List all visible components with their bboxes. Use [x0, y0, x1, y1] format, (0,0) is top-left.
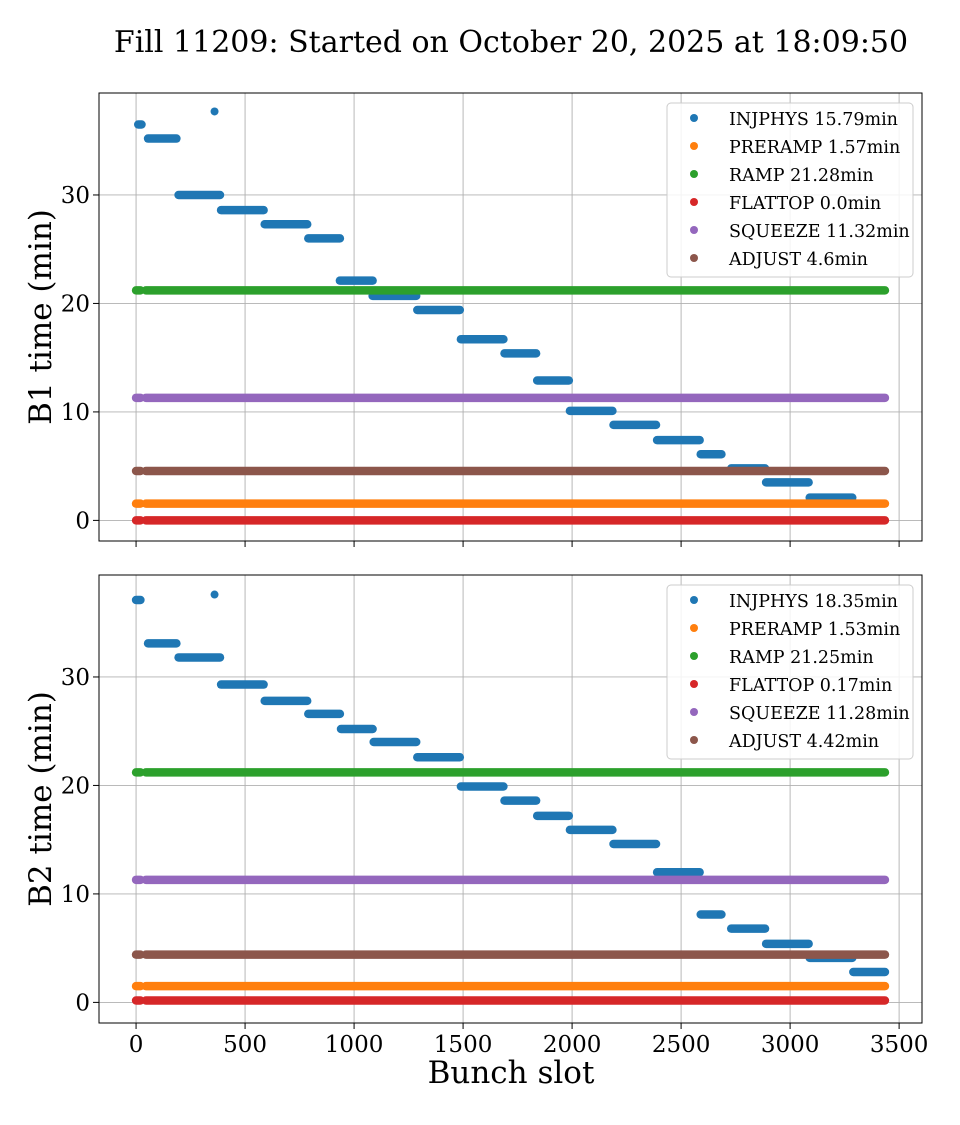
legend-box — [666, 102, 914, 278]
legend-label: INJPHYS 15.79min — [729, 110, 898, 130]
legend-label: PRERAMP 1.57min — [729, 138, 900, 158]
x-tick-label: 1500 — [434, 1032, 493, 1058]
legend-marker — [690, 596, 698, 604]
legend-label: SQUEEZE 11.28min — [729, 704, 910, 724]
y-tick-label: 0 — [75, 990, 90, 1016]
x-tick-label: 500 — [223, 1032, 267, 1058]
legend: INJPHYS 18.35min PRERAMP 1.53min RAMP 21.2… — [666, 584, 914, 760]
legend-marker — [690, 170, 698, 178]
legend-marker — [690, 226, 698, 234]
legend-label: SQUEEZE 11.32min — [729, 222, 910, 242]
x-tick-label: 0 — [129, 1032, 144, 1058]
axes-frame — [98, 92, 923, 542]
legend-marker — [690, 254, 698, 262]
x-tick-label: 3500 — [870, 1032, 929, 1058]
legend-marker — [690, 198, 698, 206]
legend-marker — [690, 114, 698, 122]
legend-label: FLATTOP 0.17min — [729, 676, 892, 696]
legend-marker — [690, 680, 698, 688]
legend-label: ADJUST 4.42min — [728, 732, 879, 752]
y-tick-label: 10 — [61, 882, 90, 908]
x-tick-label: 2500 — [652, 1032, 711, 1058]
legend-marker — [690, 736, 698, 744]
y-axis-label: B2 time (min) — [23, 691, 59, 907]
legend-marker — [690, 652, 698, 660]
x-tick-label: 2000 — [543, 1032, 602, 1058]
data-point — [210, 107, 219, 116]
y-tick-label: 10 — [61, 400, 90, 426]
series-injphys — [131, 590, 890, 977]
y-tick-label: 20 — [61, 291, 90, 317]
legend-label: FLATTOP 0.0min — [729, 194, 881, 214]
legend-marker — [690, 624, 698, 632]
legend-label: RAMP 21.28min — [729, 166, 874, 186]
x-tick-label: 1000 — [325, 1032, 384, 1058]
legend-label: ADJUST 4.6min — [728, 250, 868, 270]
legend: INJPHYS 15.79min PRERAMP 1.57min RAMP 21.2… — [666, 102, 914, 278]
figure-title: Fill 11209: Started on October 20, 2025 … — [114, 25, 908, 60]
legend-marker — [690, 142, 698, 150]
legend-box — [666, 584, 914, 760]
x-axis-label: Bunch slot — [428, 1055, 595, 1091]
y-tick-label: 30 — [61, 183, 90, 209]
legend-marker — [690, 708, 698, 716]
legend-label: PRERAMP 1.53min — [729, 620, 900, 640]
y-tick-label: 0 — [75, 508, 90, 534]
legend-label: RAMP 21.25min — [729, 648, 874, 668]
y-tick-label: 20 — [61, 773, 90, 799]
axes-frame — [98, 574, 923, 1024]
y-axis-label: B1 time (min) — [23, 209, 59, 425]
x-tick-label: 3000 — [761, 1032, 820, 1058]
legend-label: INJPHYS 18.35min — [729, 592, 898, 612]
data-point — [210, 590, 219, 599]
y-tick-label: 30 — [61, 665, 90, 691]
